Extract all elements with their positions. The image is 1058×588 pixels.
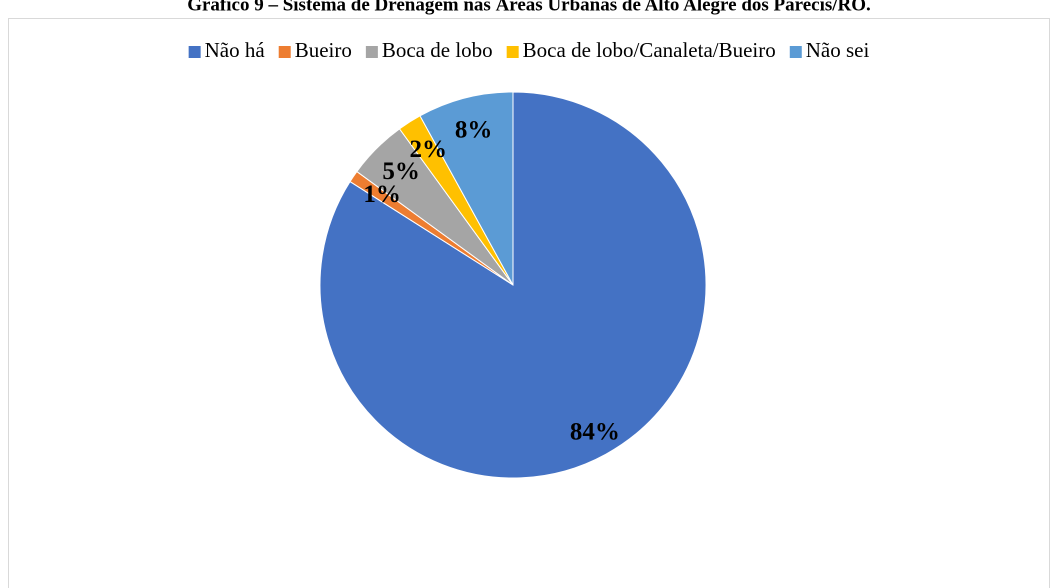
legend: Não há Bueiro Boca de lobo Boca de lobo/Can… — [188, 38, 870, 62]
legend-swatch — [365, 46, 378, 58]
legend-label: Boca de lobo — [382, 38, 493, 62]
legend-swatch — [506, 46, 519, 58]
chart-title: Gráfico 9 – Sistema de Drenagem nas Área… — [187, 0, 871, 15]
legend-label: Boca de lobo/Canaleta/Bueiro — [523, 38, 776, 62]
pie — [319, 91, 707, 479]
legend-swatch — [789, 46, 802, 58]
legend-swatch — [188, 46, 201, 58]
legend-swatch — [278, 46, 291, 58]
legend-label: Bueiro — [295, 38, 352, 62]
data-label: 1% — [363, 181, 401, 208]
legend-label: Não há — [205, 38, 266, 62]
data-label: 2% — [409, 136, 447, 163]
data-label: 84% — [570, 419, 620, 446]
data-labels: 84% 1%5%2% 8% — [363, 116, 619, 445]
data-label: 8% — [455, 116, 493, 143]
pie-slice — [419, 91, 514, 286]
legend-label: Não sei — [806, 38, 870, 62]
data-label: 5% — [382, 158, 420, 185]
